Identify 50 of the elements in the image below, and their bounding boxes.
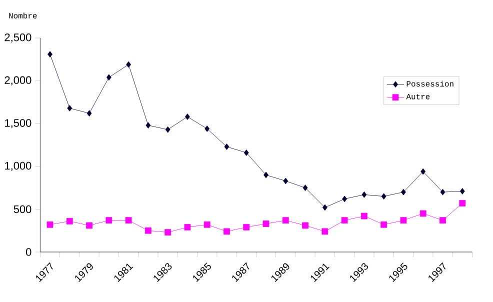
point xyxy=(66,218,73,224)
point xyxy=(440,188,446,196)
point xyxy=(302,222,308,229)
point xyxy=(146,122,151,128)
point xyxy=(401,188,406,196)
point xyxy=(341,217,348,224)
point xyxy=(144,227,152,234)
point xyxy=(302,184,308,191)
point xyxy=(283,178,288,184)
point xyxy=(86,110,92,117)
point xyxy=(264,172,268,178)
point xyxy=(126,61,131,68)
y-tick-label: 0 xyxy=(26,248,32,256)
point xyxy=(165,126,170,133)
point xyxy=(224,144,230,150)
point xyxy=(400,217,407,224)
point xyxy=(420,168,426,175)
y-tick-label: 500 xyxy=(14,205,32,214)
y-tick-label: 1,000 xyxy=(5,162,32,171)
y-tick-label: 2,000 xyxy=(4,76,32,86)
point xyxy=(282,217,289,224)
point xyxy=(420,210,426,217)
point xyxy=(184,224,191,230)
point xyxy=(244,150,249,156)
y-tick-label: 1,500 xyxy=(5,119,32,128)
point xyxy=(185,114,190,120)
point xyxy=(380,221,388,228)
point xyxy=(322,204,328,211)
point xyxy=(204,126,210,132)
point xyxy=(362,191,367,198)
point xyxy=(342,196,347,202)
point xyxy=(262,220,270,227)
point xyxy=(67,105,72,112)
point xyxy=(460,188,465,194)
y-tick-label: 2,500 xyxy=(4,33,32,43)
point xyxy=(381,193,386,200)
point xyxy=(243,224,250,230)
point xyxy=(46,221,54,228)
point xyxy=(204,221,210,228)
point xyxy=(125,217,132,224)
point xyxy=(440,217,446,224)
point xyxy=(224,228,230,235)
point xyxy=(106,74,112,81)
point xyxy=(48,51,52,58)
point xyxy=(459,200,466,206)
point xyxy=(322,228,328,235)
point xyxy=(164,229,172,236)
point xyxy=(86,222,92,229)
point xyxy=(106,217,112,224)
point xyxy=(360,212,368,220)
